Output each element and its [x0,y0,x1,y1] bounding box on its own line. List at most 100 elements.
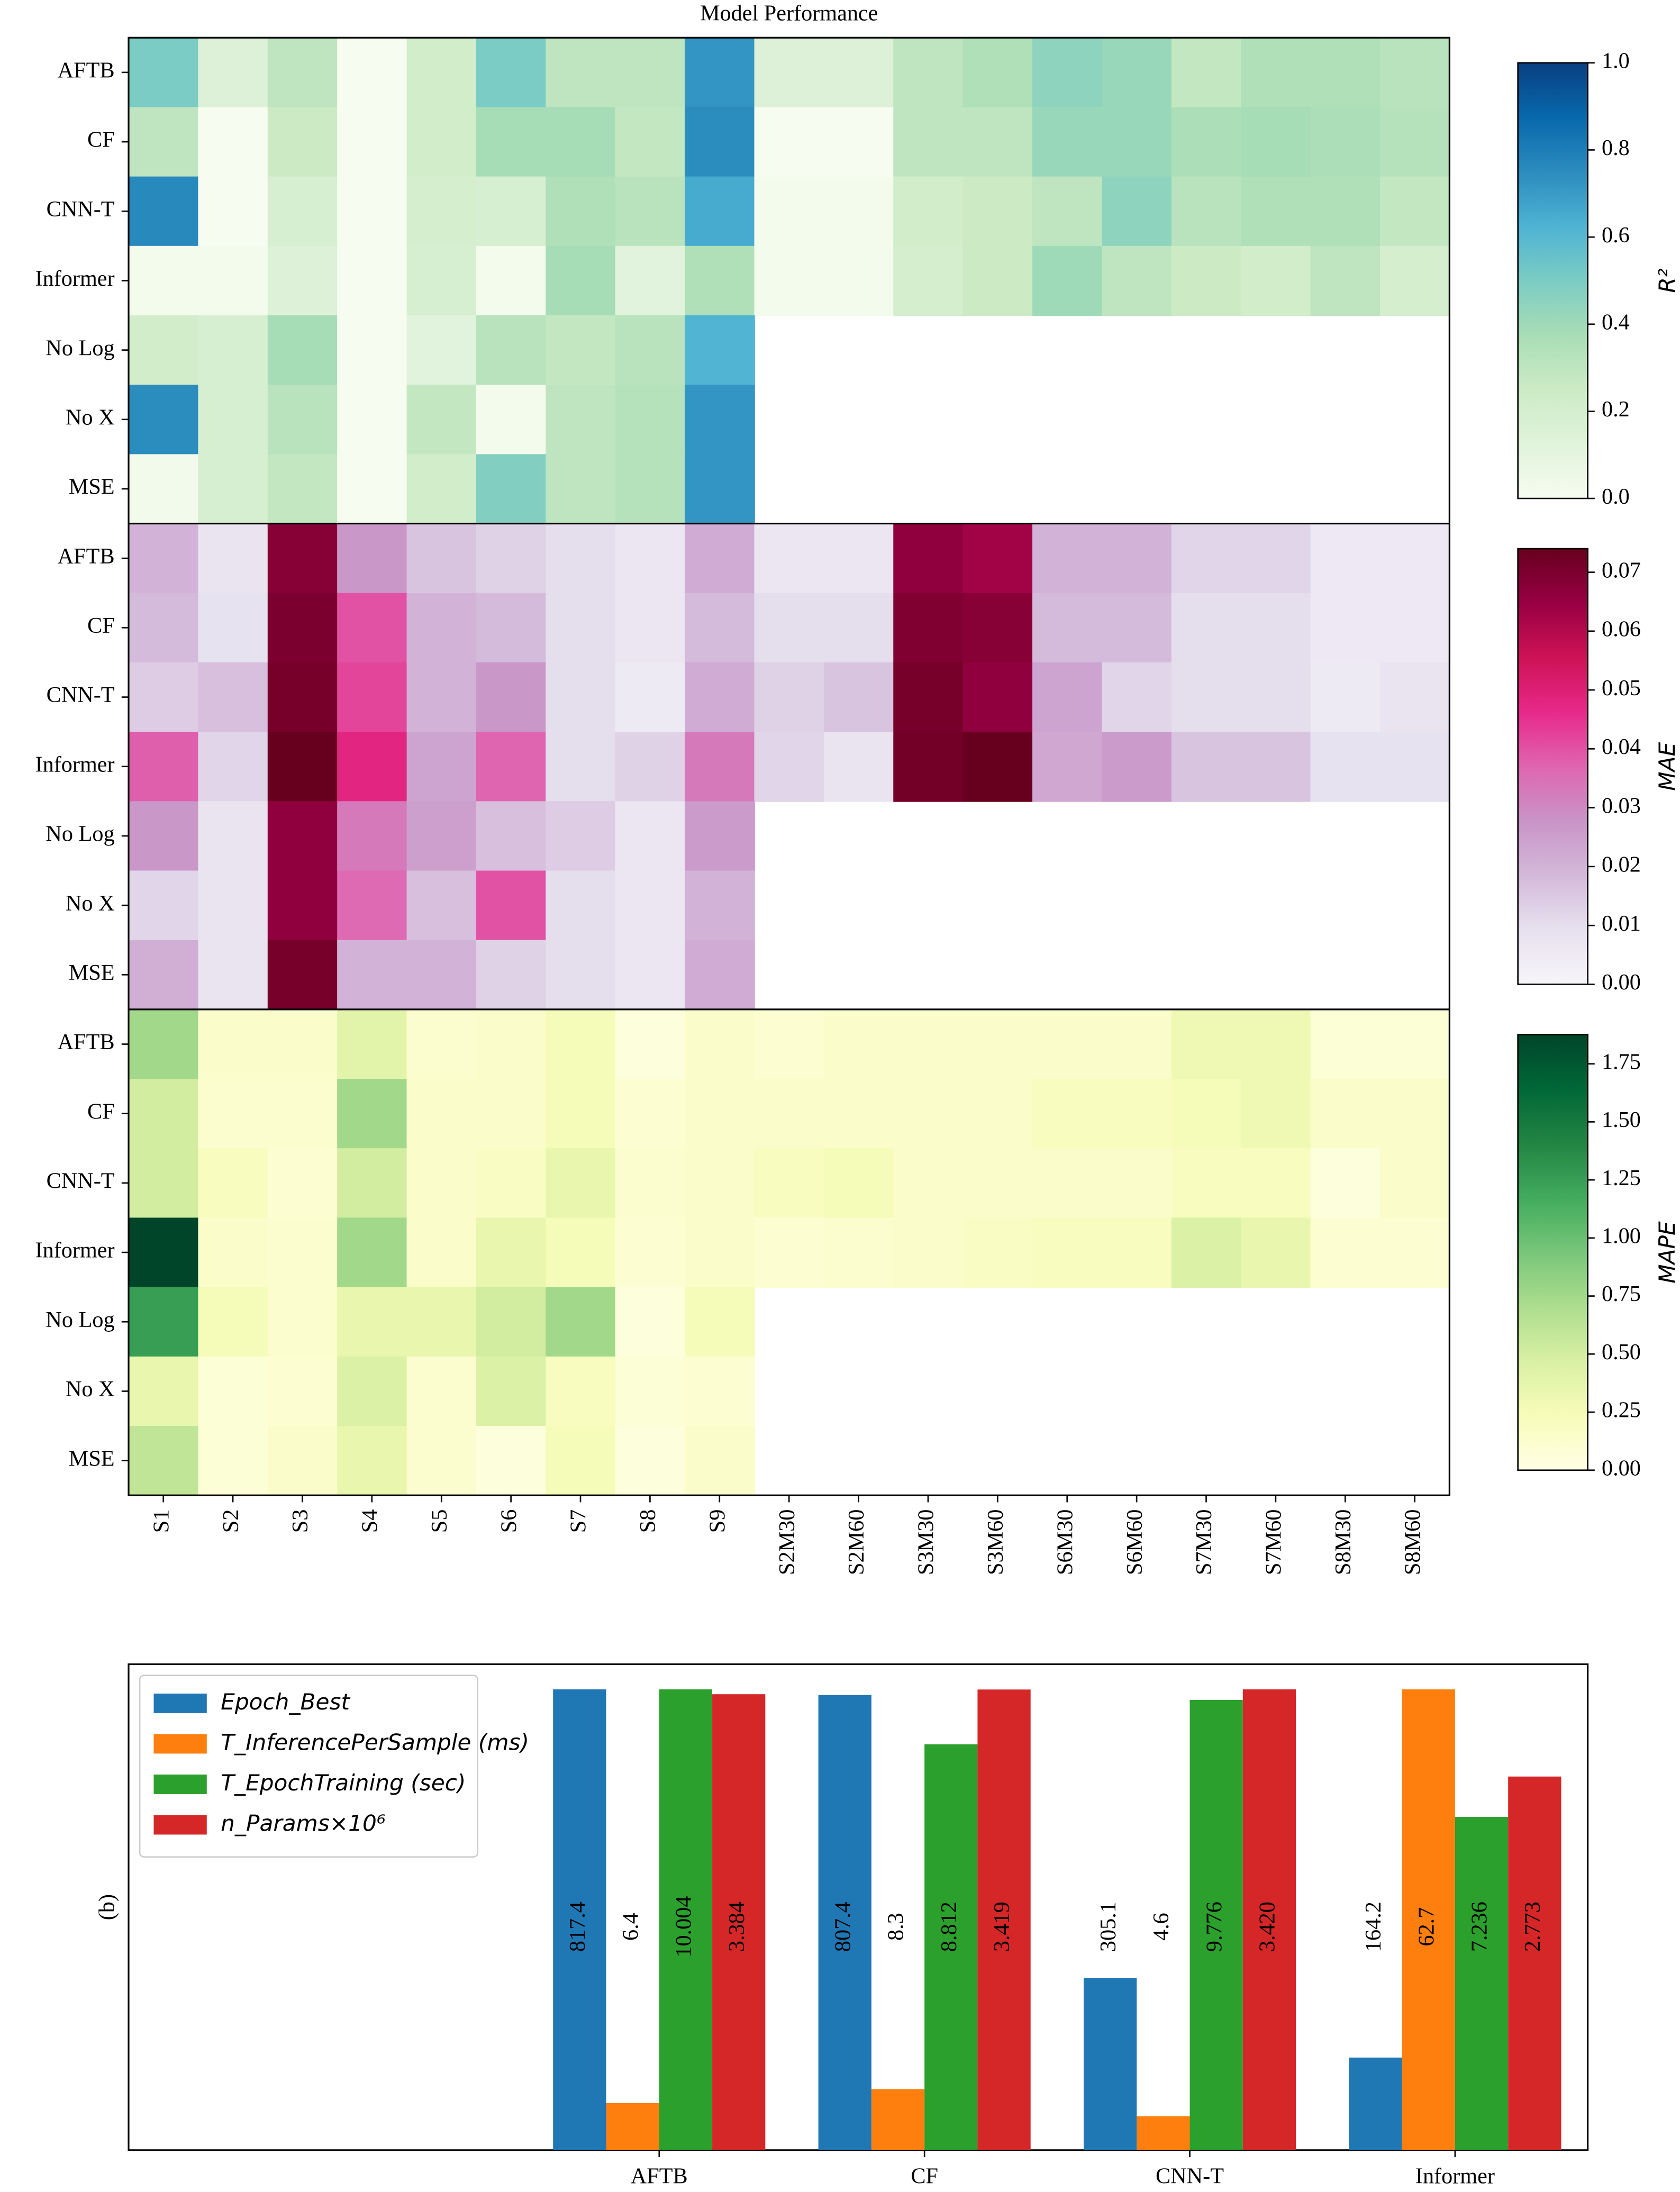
heatmap-cell [754,1009,825,1080]
heatmap-cell [685,523,755,594]
heatmap-cell [1102,245,1173,316]
heatmap-cell [962,732,1033,802]
y-tick-label: AFTB [58,1030,115,1054]
heatmap-cell [685,1287,755,1358]
heatmap-cell [406,107,477,177]
heatmap-cell [1032,732,1103,802]
heatmap-cell [198,38,269,108]
heatmap-cell [615,593,686,663]
colorbar-label: MAPE [1654,1221,1680,1284]
heatmap-cell [685,940,755,1011]
y-tick-label: Informer [35,1238,115,1263]
x-tick-label: S8 [635,1509,660,1533]
heatmap-cell [1241,593,1311,663]
colorbar [1517,548,1588,985]
y-tick-label: CF [87,128,115,152]
bar [871,2089,925,2150]
heatmap-cell [198,1356,269,1427]
bar [553,1689,606,2150]
colorbar [1517,1034,1588,1471]
heatmap-cell [546,1426,616,1496]
data-label: 62.7 [1414,1907,1439,1947]
heatmap-cell [685,1356,755,1427]
heatmap-cell [198,176,269,247]
x-tick-label: CF [911,2163,938,2188]
heatmap-cell [267,245,338,316]
x-tick-label: S7M60 [1261,1509,1286,1575]
data-label: 3.420 [1255,1902,1280,1952]
heatmap-cell [893,523,964,594]
heatmap-cell [1171,1148,1242,1218]
heatmap-cell [476,940,547,1011]
heatmap-cell [1171,176,1242,247]
heatmap-cell [267,662,338,733]
heatmap-cell [337,454,407,524]
bar [1242,1689,1296,2150]
data-label: 8.3 [884,1913,909,1941]
heatmap-cell [129,38,199,108]
heatmap-cell [754,245,825,316]
heatmap-cell [267,315,338,386]
heatmap-cell [337,662,407,733]
heatmap-cell [685,315,755,386]
heatmap-cell [685,662,755,733]
colorbar-tick-label: 0.2 [1602,397,1630,422]
heatmap-cell [962,38,1033,108]
x-tick-label: S6 [496,1509,521,1533]
heatmap-cell [615,1217,686,1288]
bar [606,2103,659,2150]
data-label: 2.773 [1520,1902,1545,1952]
colorbar-tick-label: 0.01 [1602,911,1641,936]
heatmap-cell [1379,1217,1450,1288]
heatmap-cell [1241,1217,1311,1288]
heatmap-cell [1310,732,1381,802]
heatmap-cell [406,870,477,941]
heatmap-cell [267,801,338,871]
heatmap-cell [129,940,199,1011]
legend-swatch [153,1774,207,1794]
data-label: 3.419 [989,1902,1014,1952]
heatmap-cell [198,940,269,1011]
heatmap-cell [267,940,338,1011]
x-tick-label: S5 [427,1509,452,1533]
heatmap-cell [406,385,477,455]
heatmap-cell [754,732,825,802]
legend-label: T_InferencePerSample (ms) [221,1729,529,1755]
heatmap-cell [1171,732,1242,802]
heatmap-cell [476,1217,547,1288]
heatmap-cell [337,176,407,247]
y-tick-label: CNN-T [47,197,115,222]
bar [1349,2057,1402,2150]
heatmap-cell [1102,1148,1173,1218]
heatmap-cell [476,38,547,108]
heatmap-cell [823,245,894,316]
heatmap-cell [962,662,1033,733]
heatmap-cell [129,315,199,386]
heatmap-cell [198,1148,269,1218]
heatmap-cell [267,1426,338,1496]
colorbar-tick-label: 1.75 [1602,1049,1641,1074]
heatmap-cell [267,1217,338,1288]
heatmap-cell [129,1426,199,1496]
heatmap-cell [198,801,269,871]
heatmap-cell [337,315,407,386]
bar [924,1744,978,2150]
y-tick-label: AFTB [58,58,115,83]
x-tick-label: S9 [705,1509,730,1533]
heatmap-cell [406,801,477,871]
heatmap-cell [1171,1217,1242,1288]
heatmap-cell [823,662,894,733]
data-label: 807.4 [830,1902,855,1952]
heatmap-cell [615,245,686,316]
heatmap-cell [1171,662,1242,733]
heatmap-cell [476,1287,547,1358]
heatmap-cell [546,593,616,663]
heatmap-cell [267,38,338,108]
heatmap-cell [406,1148,477,1218]
heatmap-cell [406,1287,477,1358]
colorbar-tick-label: 0.07 [1602,558,1641,583]
heatmap-cell [546,1148,616,1218]
y-tick-label: MSE [69,960,115,985]
heatmap-cell [615,38,686,108]
